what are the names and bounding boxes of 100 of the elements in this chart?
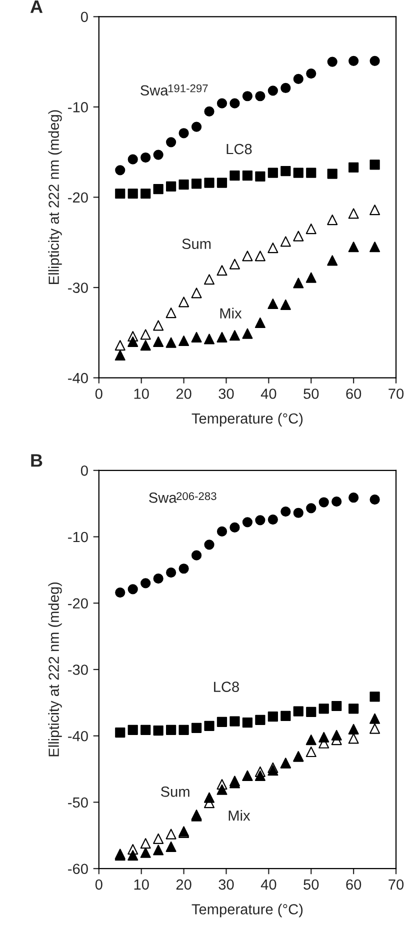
point <box>318 732 330 742</box>
point <box>178 724 189 735</box>
point <box>280 166 291 176</box>
series-label: Sum <box>182 238 211 250</box>
series-label: Mix <box>228 810 250 821</box>
point <box>153 844 164 856</box>
point <box>370 242 380 252</box>
point <box>166 181 176 192</box>
point <box>128 584 138 594</box>
point <box>153 336 164 347</box>
point <box>153 833 164 844</box>
x-axis-title: Temperature (°C) <box>192 412 303 427</box>
point <box>327 214 338 226</box>
point <box>140 838 151 849</box>
point <box>128 850 138 861</box>
point <box>191 550 202 560</box>
point <box>242 718 253 728</box>
point <box>348 56 359 66</box>
point <box>128 154 138 164</box>
point <box>348 733 359 744</box>
y-tick-label: -60 <box>68 864 88 874</box>
point <box>216 178 228 188</box>
point <box>140 847 151 858</box>
y-axis-title: Ellipticity at 222 nm (mdeg) <box>48 110 62 284</box>
point <box>255 515 266 526</box>
point <box>153 150 164 160</box>
point <box>348 208 359 219</box>
x-tick-label: 50 <box>304 879 319 890</box>
point <box>242 250 253 262</box>
point <box>327 56 338 67</box>
point <box>306 734 316 746</box>
point <box>128 188 138 199</box>
point <box>348 162 359 172</box>
point <box>128 336 138 347</box>
point <box>255 171 266 182</box>
series-label: Swa206-283 <box>149 492 216 503</box>
x-tick-label: 60 <box>346 388 362 399</box>
x-tick-label: 0 <box>95 879 102 890</box>
point <box>204 540 214 550</box>
point <box>114 350 126 360</box>
series-label: Mix <box>220 308 242 318</box>
point <box>204 106 214 117</box>
point <box>280 299 291 310</box>
point <box>370 494 380 505</box>
point <box>216 526 228 537</box>
point <box>166 337 176 348</box>
point <box>178 128 189 138</box>
point <box>254 317 266 328</box>
point <box>191 122 202 132</box>
point <box>242 91 253 102</box>
x-tick-label: 40 <box>260 879 276 890</box>
point <box>216 784 228 795</box>
point <box>242 328 253 339</box>
point <box>153 184 164 194</box>
point <box>115 727 126 738</box>
point <box>166 828 176 840</box>
x-tick-label: 50 <box>304 388 319 399</box>
y-tick-label: 0 <box>80 466 88 476</box>
x-tick-label: 60 <box>346 879 362 890</box>
y-tick-label: -20 <box>68 598 88 609</box>
x-tick-label: 70 <box>388 879 404 890</box>
point <box>115 165 126 176</box>
point <box>332 496 342 507</box>
point <box>370 160 380 170</box>
point <box>230 98 240 108</box>
x-tick-label: 10 <box>134 388 149 399</box>
point <box>204 334 215 344</box>
point <box>306 68 316 79</box>
point <box>331 730 342 740</box>
point <box>178 336 190 346</box>
x-tick-label: 30 <box>218 879 234 890</box>
y-tick-label: -40 <box>68 730 88 742</box>
point <box>254 770 266 781</box>
point <box>318 704 329 714</box>
point <box>140 724 151 735</box>
y-tick-label: -30 <box>68 282 88 293</box>
point <box>115 188 126 199</box>
x-tick-label: 0 <box>95 388 102 399</box>
point <box>229 258 240 270</box>
series-label: LC8 <box>226 144 252 154</box>
point <box>306 746 316 758</box>
chart-title: A <box>30 0 43 13</box>
point <box>306 168 316 178</box>
point <box>280 82 291 94</box>
point <box>327 168 338 179</box>
point <box>140 152 151 163</box>
point <box>204 720 214 731</box>
point <box>115 587 126 598</box>
point <box>166 308 176 318</box>
point <box>128 724 138 735</box>
point <box>191 722 202 733</box>
point <box>268 298 278 310</box>
point <box>268 765 278 776</box>
point <box>370 204 380 216</box>
point <box>140 329 151 340</box>
point <box>166 841 176 852</box>
y-tick-label: -30 <box>68 664 88 675</box>
x-tick-label: 70 <box>388 388 404 399</box>
x-tick-label: 10 <box>134 879 149 890</box>
point <box>204 792 215 803</box>
